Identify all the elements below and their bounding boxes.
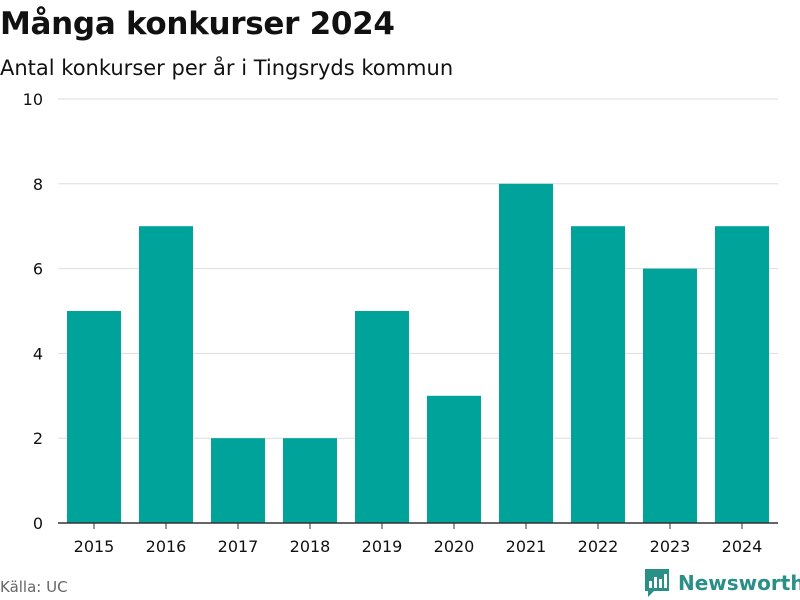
bar-2020 [427, 395, 481, 523]
x-axis-ticks: 2015 2016 2017 2018 2019 2020 2021 2022 2023 2024 [74, 523, 763, 556]
x-tick-label: 2019 [362, 537, 403, 556]
bar-2016 [139, 226, 193, 523]
x-tick-label: 2016 [146, 537, 187, 556]
bar-2021 [499, 183, 553, 524]
y-tick-label: 0 [33, 514, 43, 533]
brand-name: Newsworthy [678, 571, 800, 595]
y-tick-label: 4 [33, 344, 43, 363]
bar-2024 [715, 226, 769, 523]
x-tick-label: 2017 [218, 537, 259, 556]
bars [67, 183, 769, 524]
x-tick-label: 2022 [578, 537, 619, 556]
y-tick-label: 8 [33, 175, 43, 194]
bar-2018 [283, 438, 337, 523]
x-tick-label: 2018 [290, 537, 331, 556]
chart-subtitle: Antal konkurser per år i Tingsryds kommu… [0, 56, 454, 80]
bar-2023 [643, 268, 697, 523]
y-tick-label: 10 [23, 90, 43, 109]
chart-title: Många konkurser 2024 [0, 6, 395, 42]
newsworthy-chart-logo-icon [645, 569, 669, 597]
y-axis-ticks: 0 2 4 6 8 10 [23, 90, 43, 533]
x-tick-label: 2015 [74, 537, 115, 556]
x-tick-label: 2024 [722, 537, 763, 556]
x-tick-label: 2021 [506, 537, 547, 556]
bar-2022 [571, 226, 625, 523]
brand-logo: Newsworthy [644, 568, 800, 598]
bar-2019 [355, 311, 409, 523]
x-tick-label: 2023 [650, 537, 691, 556]
source-note: Källa: UC [0, 578, 68, 596]
x-tick-label: 2020 [434, 537, 475, 556]
y-tick-label: 6 [33, 260, 43, 279]
bar-2017 [211, 438, 265, 523]
y-tick-label: 2 [33, 429, 43, 448]
bar-2015 [67, 311, 121, 523]
